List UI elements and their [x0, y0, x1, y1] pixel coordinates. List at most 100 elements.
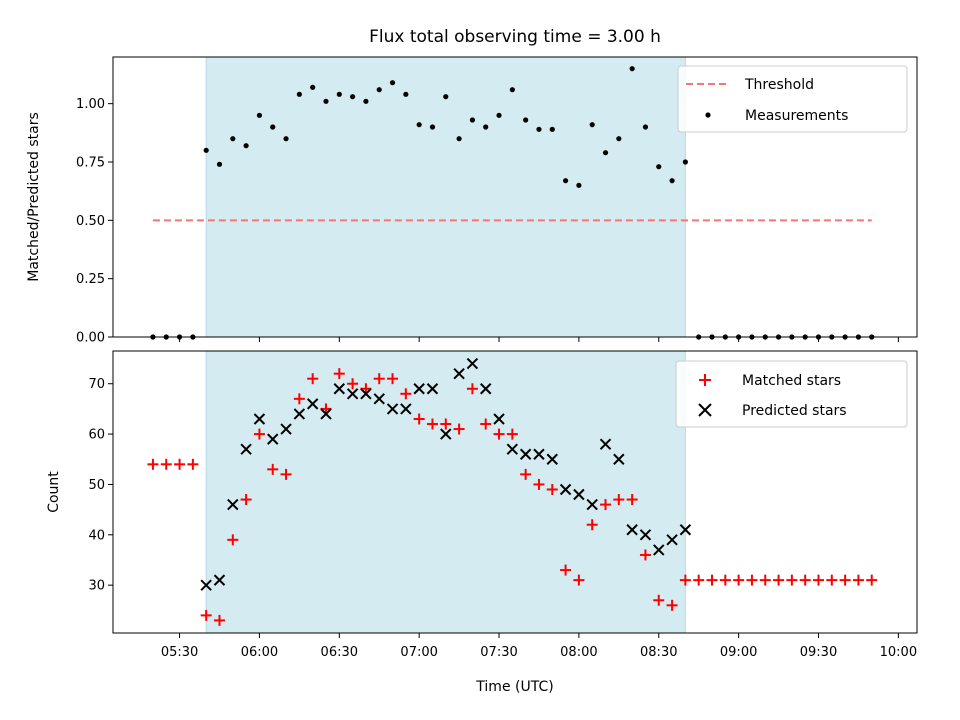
xtick-label: 09:00: [720, 645, 757, 660]
top-ytick-label: 0.25: [76, 272, 105, 287]
predicted-star-point: [200, 579, 212, 591]
matched-star-point: [852, 574, 864, 586]
top-ytick-label: 0.75: [76, 156, 105, 171]
matched-star-point: [187, 458, 199, 470]
matched-star-point: [400, 388, 412, 400]
matched-star-point: [333, 368, 345, 380]
measurement-point: [656, 164, 662, 170]
measurement-point: [562, 178, 569, 184]
measurement-point: [469, 117, 476, 123]
matched-star-point: [746, 574, 758, 586]
predicted-star-point: [333, 383, 345, 395]
top-ytick-label: 0.00: [76, 331, 105, 346]
matched-star-point: [280, 468, 292, 480]
matched-star-point: [200, 609, 212, 621]
predicted-star-point: [559, 483, 572, 496]
matched-star-point: [666, 599, 678, 611]
measurement-point: [456, 136, 462, 142]
measurement-point: [376, 87, 382, 93]
predicted-star-point: [440, 428, 452, 440]
predicted-star-point: [493, 413, 505, 425]
matched-star-point: [453, 423, 465, 435]
matched-star-point: [560, 564, 572, 576]
bottom-ytick-label: 50: [88, 478, 105, 493]
predicted-star-point: [253, 413, 266, 425]
bottom-ytick-label: 70: [88, 377, 105, 392]
measurement-point: [483, 124, 489, 130]
predicted-star-point: [320, 408, 332, 420]
matched-star-point: [600, 499, 612, 511]
measurement-point: [669, 178, 675, 184]
matched-star-point: [480, 418, 492, 430]
matched-star-point: [520, 468, 532, 480]
observing-window-span: [206, 57, 686, 337]
matched-star-point: [533, 478, 545, 490]
measurement-point: [496, 112, 502, 118]
matched-star-point: [253, 428, 265, 440]
matched-star-point: [786, 574, 798, 586]
measurement-point: [336, 91, 342, 97]
legend-threshold-label: Threshold: [744, 77, 814, 93]
bottom-ytick-label: 60: [88, 428, 105, 443]
measurement-point: [536, 126, 542, 132]
measurement-point: [576, 182, 582, 188]
measurement-point: [243, 143, 249, 149]
measurement-point: [323, 98, 329, 104]
matched-star-point: [693, 574, 705, 586]
matched-star-point: [812, 574, 824, 586]
matched-star-point: [373, 373, 385, 385]
predicted-star-point: [466, 357, 479, 370]
top-ytick-label: 0.50: [76, 214, 105, 229]
matched-star-point: [839, 574, 851, 586]
matched-star-point: [546, 483, 558, 495]
matched-star-point: [466, 383, 478, 395]
matched-star-point: [759, 574, 771, 586]
predicted-star-point: [653, 544, 665, 556]
predicted-star-point: [639, 529, 652, 541]
measurement-point: [682, 159, 688, 165]
measurement-point: [642, 124, 649, 130]
measurement-point: [416, 122, 422, 128]
matched-star-point: [227, 534, 239, 546]
measurement-point: [509, 87, 515, 93]
predicted-star-point: [227, 498, 239, 511]
matched-star-point: [240, 494, 252, 506]
matched-star-point: [613, 494, 625, 506]
measurement-point: [602, 150, 609, 156]
predicted-star-point: [386, 403, 399, 415]
matched-star-point: [293, 393, 305, 405]
matched-star-point: [307, 373, 319, 385]
bottom-y-axis-label: Count: [46, 471, 62, 513]
xtick-label: 09:30: [800, 645, 837, 660]
matched-star-point: [733, 574, 745, 586]
predicted-star-point: [346, 388, 359, 400]
matched-star-point: [773, 574, 785, 586]
top-ytick-label: 1.00: [76, 97, 105, 112]
predicted-star-point: [413, 383, 425, 395]
predicted-star-point: [267, 433, 279, 445]
matched-star-point: [440, 418, 452, 430]
matched-star-point: [347, 378, 359, 390]
measurement-point: [403, 91, 409, 97]
measurement-point: [523, 117, 529, 123]
measurement-point: [616, 136, 622, 142]
matched-star-point: [426, 418, 438, 430]
bottom-ytick-label: 30: [88, 579, 105, 594]
predicted-star-point: [573, 488, 585, 501]
predicted-star-point: [666, 534, 678, 546]
matched-star-point: [213, 614, 225, 626]
xtick-label: 07:00: [400, 645, 437, 660]
measurement-point: [443, 94, 449, 100]
bottom-panel-frame: [112, 350, 918, 634]
legend-predicted-swatch: [698, 403, 712, 417]
bottom-ytick-label: 40: [88, 528, 105, 543]
predicted-star-point: [373, 393, 385, 405]
measurement-point: [270, 124, 276, 130]
measurement-point: [203, 147, 209, 153]
matched-star-point: [626, 494, 638, 506]
legend-matched-swatch: [699, 374, 711, 386]
predicted-star-point: [213, 574, 226, 586]
predicted-star-point: [679, 524, 692, 536]
measurement-point: [389, 80, 396, 86]
